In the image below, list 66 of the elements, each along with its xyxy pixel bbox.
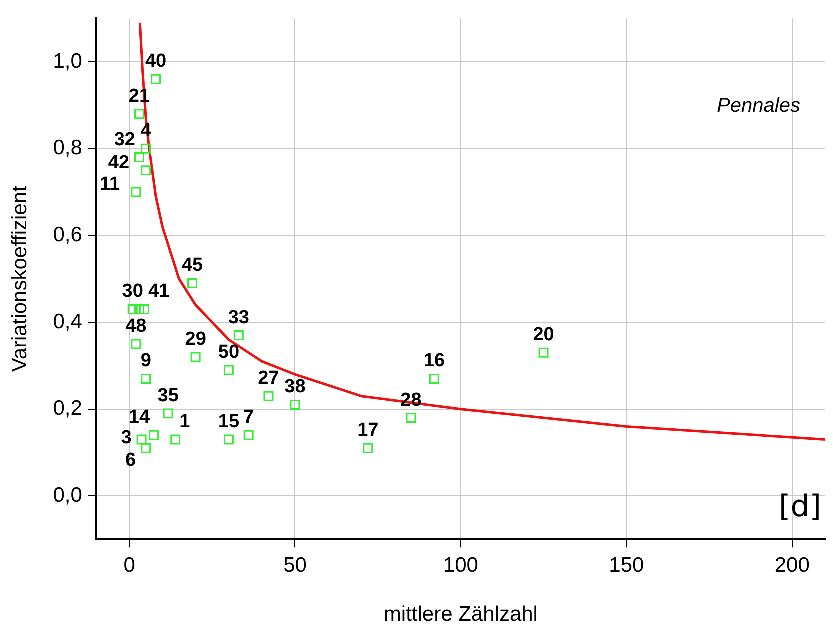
annotation: 33 xyxy=(228,307,250,328)
annotation: 35 xyxy=(158,385,180,406)
y-axis-title: Variationskoeffizient xyxy=(8,186,32,372)
annotation: 27 xyxy=(258,368,280,390)
y-tick-label: 1,0 xyxy=(53,50,82,73)
point xyxy=(136,434,147,445)
annotation: 32 xyxy=(114,129,136,150)
point xyxy=(163,408,174,419)
annotation: 42 xyxy=(108,152,130,174)
x-tick-label: 0 xyxy=(124,554,136,577)
point xyxy=(134,109,144,120)
y-tick-label: 0,0 xyxy=(53,484,82,507)
point xyxy=(131,187,142,198)
point xyxy=(151,74,162,84)
point xyxy=(131,339,142,350)
point xyxy=(170,434,181,445)
point xyxy=(264,391,274,402)
point xyxy=(244,430,254,440)
point xyxy=(406,413,416,424)
point xyxy=(190,352,201,362)
point xyxy=(234,330,244,341)
x-tick-label: 100 xyxy=(443,554,478,577)
annotation: 50 xyxy=(218,342,240,364)
annotation: 1 xyxy=(180,411,191,432)
annotation: 29 xyxy=(185,328,206,350)
x-tick-label: 50 xyxy=(284,554,307,577)
annotation: 6 xyxy=(126,450,136,472)
annotation: 30 xyxy=(122,281,144,302)
annotation: 16 xyxy=(424,350,446,372)
point xyxy=(128,304,138,314)
annotation: 45 xyxy=(182,255,204,276)
point xyxy=(538,348,549,358)
point xyxy=(141,374,152,384)
x-tick-label: 150 xyxy=(609,554,644,577)
y-tick-label: 0,4 xyxy=(53,310,83,334)
point xyxy=(188,278,198,288)
y-tick-label: 0,6 xyxy=(53,223,82,246)
point xyxy=(363,443,374,454)
y-tick-label: 0,2 xyxy=(53,397,82,420)
annotation: 38 xyxy=(284,376,306,398)
point xyxy=(134,152,144,163)
x-axis-title: mittlere Zählzahl xyxy=(384,603,538,626)
point xyxy=(149,430,160,440)
annotation: Pennales xyxy=(717,95,800,118)
point xyxy=(141,443,152,454)
annotation: 3 xyxy=(121,427,132,448)
annotation: 20 xyxy=(533,324,554,346)
point xyxy=(141,144,152,154)
annotation: 41 xyxy=(148,281,170,302)
annotation: 17 xyxy=(358,420,379,442)
annotation: 40 xyxy=(145,51,167,72)
point xyxy=(224,365,234,376)
annotation: 7 xyxy=(244,407,254,428)
point xyxy=(429,374,440,384)
annotation: 15 xyxy=(218,411,240,432)
point xyxy=(139,304,150,314)
point xyxy=(141,166,152,176)
annotation: 9 xyxy=(140,350,152,372)
point xyxy=(290,400,300,410)
annotation: 14 xyxy=(128,407,150,428)
point xyxy=(224,434,234,445)
x-tick-label: 200 xyxy=(774,554,810,577)
annotation: 11 xyxy=(100,174,121,195)
annotation: 48 xyxy=(126,316,147,337)
y-tick-label: 0,8 xyxy=(53,136,82,160)
annotation: [d] xyxy=(779,489,822,524)
